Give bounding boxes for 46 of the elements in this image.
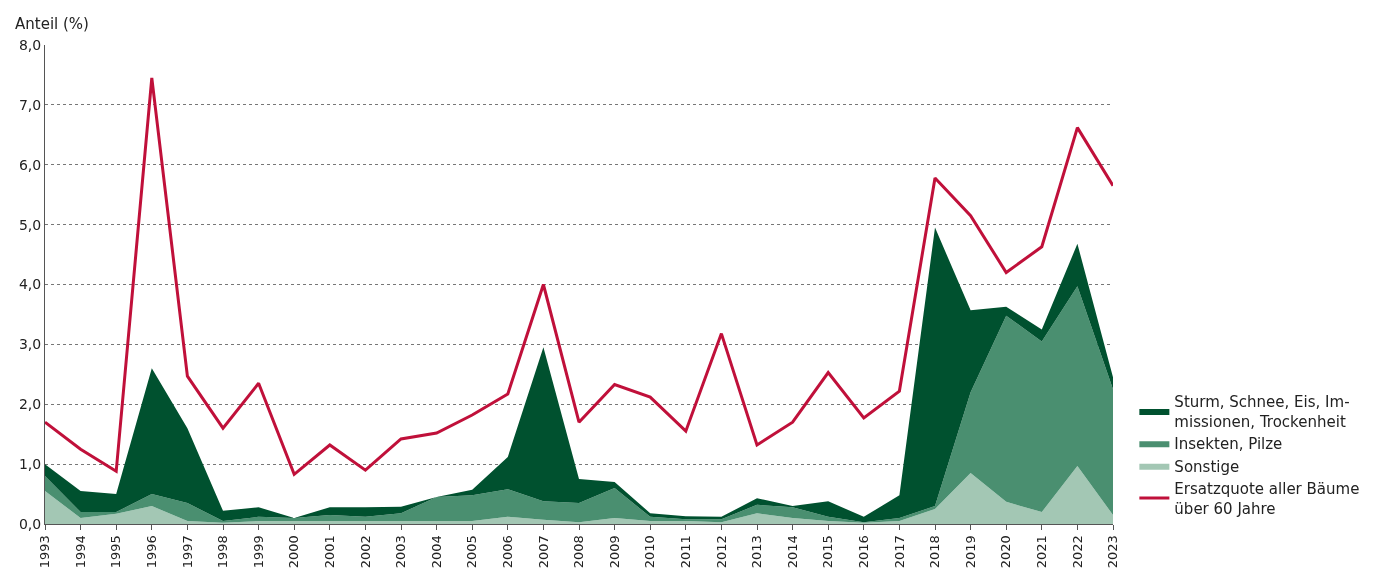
x-tick-label: 2008 (571, 535, 587, 569)
x-tick-label: 2005 (464, 535, 480, 569)
x-tick-label: 2000 (286, 535, 302, 569)
y-tick-label: 4,0 (18, 276, 42, 293)
x-tick-label: 2007 (535, 535, 551, 569)
x-tick-label: 1996 (144, 535, 160, 569)
x-tick-label: 2014 (784, 535, 800, 569)
x-tick-label: 1998 (215, 535, 231, 569)
x-tick-label: 1993 (37, 535, 53, 569)
y-tick-label: 5,0 (18, 216, 42, 233)
legend-label: Insekten, Pilze (1174, 435, 1283, 454)
x-tick-label: 2018 (927, 535, 943, 569)
y-tick-label: 0,0 (18, 515, 42, 532)
line-series (45, 76, 1113, 476)
x-tick-label: 1999 (250, 535, 266, 569)
y-tick-label: 1,0 (18, 456, 42, 473)
x-tick-label: 2006 (500, 535, 516, 569)
y-tick-label: 2,0 (18, 396, 42, 413)
x-tick-label: 2003 (393, 535, 409, 569)
x-tick-label: 1995 (108, 535, 124, 569)
y-tick-label: 7,0 (18, 96, 42, 113)
x-tick-label: 2009 (606, 535, 622, 569)
x-tick-label: 1997 (179, 535, 195, 569)
x-tick-label: 2001 (322, 535, 338, 569)
x-tick-label: 2020 (998, 535, 1014, 569)
legend-label: Sturm, Schnee, Eis, Im- missionen, Trockenheit (1174, 393, 1350, 431)
y-tick-label: 8,0 (18, 36, 42, 53)
x-tick-label: 2022 (1069, 535, 1085, 569)
x-tick-label: 2013 (749, 535, 765, 569)
x-tick-label: 2010 (642, 535, 658, 569)
legend-label: Ersatzquote aller Bäume über 60 Jahre (1174, 480, 1360, 518)
y-tick-label: 6,0 (18, 156, 42, 173)
x-tick-label: 2012 (713, 535, 729, 569)
y-axis-title: Anteil (%) (15, 15, 89, 33)
x-tick-label: 2023 (1105, 535, 1121, 569)
x-tick-label: 2017 (891, 535, 907, 569)
y-tick-label: 3,0 (18, 336, 42, 353)
x-tick-label: 2002 (357, 535, 373, 569)
x-tick-label: 1994 (72, 535, 88, 569)
legend-label: Sonstige (1174, 457, 1240, 476)
x-tick-label: 2019 (962, 535, 978, 569)
x-tick-label: 2015 (820, 535, 836, 569)
x-tick-label: 2016 (856, 535, 872, 569)
x-tick-label: 2011 (678, 535, 694, 569)
x-tick-label: 2004 (428, 535, 444, 569)
x-tick-label: 2021 (1034, 535, 1050, 569)
